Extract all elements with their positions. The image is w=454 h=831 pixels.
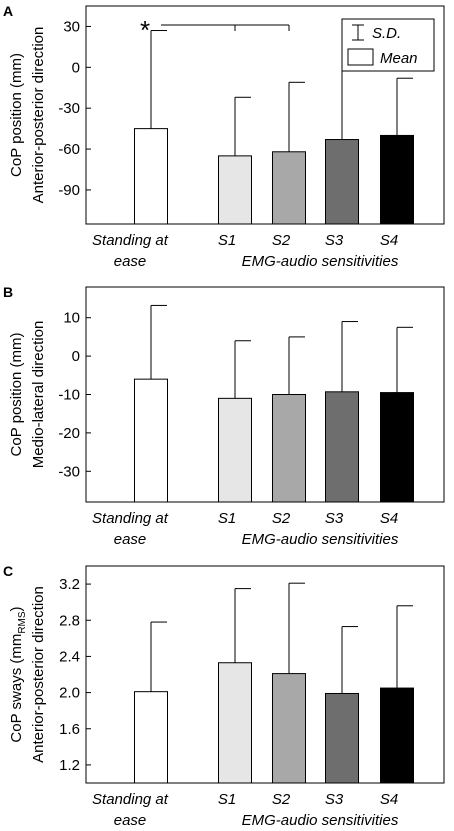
x-tick-label: S2 bbox=[272, 791, 291, 808]
y-tick-label: -30 bbox=[58, 100, 80, 117]
y-tick-label: 3.2 bbox=[59, 576, 80, 593]
y-tick-label: 10 bbox=[63, 310, 80, 327]
x-tick-label: ease bbox=[114, 531, 147, 548]
y-axis-label-secondary: Anterior-posterior direction bbox=[30, 586, 47, 763]
x-tick-label: S1 bbox=[218, 510, 236, 527]
bar-standing-at-ease bbox=[134, 691, 168, 784]
axes-frame bbox=[85, 5, 445, 225]
y-axis-label-subscript: RMS bbox=[17, 611, 28, 634]
legend-mean-label: Mean bbox=[380, 50, 418, 67]
bar-s3 bbox=[325, 692, 359, 784]
x-tick-label: S3 bbox=[325, 232, 344, 249]
bar-s1 bbox=[218, 155, 252, 225]
bar-s4 bbox=[380, 687, 414, 784]
y-tick-label: 0 bbox=[72, 348, 80, 365]
y-axis-label-secondary: Medio-lateral direction bbox=[30, 321, 47, 469]
x-group-label: EMG-audio sensitivities bbox=[242, 812, 399, 829]
y-tick-label: 0 bbox=[72, 59, 80, 76]
bar-s3 bbox=[325, 391, 359, 503]
bar-standing-at-ease bbox=[134, 378, 168, 503]
panel-letter: A bbox=[3, 3, 13, 19]
x-group-label: EMG-audio sensitivities bbox=[242, 531, 399, 548]
x-tick-label: ease bbox=[114, 812, 147, 829]
chart-panel-b: B 10 0 -10 -20 -30 CoP position (mm) Medio-late… bbox=[3, 284, 445, 548]
x-tick-label: Standing at bbox=[92, 510, 169, 527]
y-tick-label: 2.4 bbox=[59, 648, 80, 665]
axes-frame bbox=[85, 565, 445, 784]
bar-s4 bbox=[380, 392, 414, 503]
y-tick-label: -20 bbox=[58, 425, 80, 442]
bar-s1 bbox=[218, 662, 252, 784]
x-tick-label: ease bbox=[114, 253, 147, 270]
y-axis-label-text: CoP position (mm) bbox=[8, 53, 25, 177]
legend: S.D. Mean bbox=[341, 18, 435, 72]
x-tick-label: Standing at bbox=[92, 232, 169, 249]
panel-letter: B bbox=[3, 284, 13, 300]
x-tick-label: S3 bbox=[325, 791, 344, 808]
x-tick-label: S4 bbox=[380, 791, 398, 808]
bar-s2 bbox=[272, 673, 306, 784]
y-axis-label-text: CoP sways (mm bbox=[8, 634, 25, 743]
x-tick-label: S1 bbox=[218, 232, 236, 249]
bar-s1 bbox=[218, 397, 252, 503]
y-axis-label: CoP position (mm) bbox=[8, 53, 25, 177]
x-group-label: EMG-audio sensitivities bbox=[242, 253, 399, 270]
y-tick-label: -30 bbox=[58, 463, 80, 480]
y-tick-label: 2.0 bbox=[59, 685, 80, 702]
bar-s2 bbox=[272, 394, 306, 503]
chart-panel-a: A 30 0 -30 -60 -90 CoP position (mm) Anterior-p… bbox=[3, 3, 445, 270]
x-tick-label: S3 bbox=[325, 510, 344, 527]
panel-letter: C bbox=[3, 563, 13, 579]
y-tick-label: -60 bbox=[58, 141, 80, 158]
y-axis-label: CoP position (mm) bbox=[8, 333, 25, 457]
y-tick-label: 1.2 bbox=[59, 757, 80, 774]
bar-s4 bbox=[380, 134, 414, 225]
legend-mean-swatch bbox=[347, 48, 374, 66]
bar-standing-at-ease bbox=[134, 128, 168, 225]
bar-s2 bbox=[272, 151, 306, 225]
y-tick-label: 2.8 bbox=[59, 612, 80, 629]
legend-sd-label: S.D. bbox=[372, 25, 401, 42]
y-axis-label-end: ) bbox=[8, 606, 25, 611]
y-tick-label: -90 bbox=[58, 182, 80, 199]
y-axis-label: CoP sways (mmRMS) bbox=[8, 606, 28, 742]
y-tick-label: 1.6 bbox=[59, 721, 80, 738]
y-tick-label: 30 bbox=[63, 18, 80, 35]
y-tick-label: -10 bbox=[58, 387, 80, 404]
x-tick-label: Standing at bbox=[92, 791, 169, 808]
x-tick-label: S4 bbox=[380, 232, 398, 249]
x-tick-label: S2 bbox=[272, 232, 291, 249]
x-tick-label: S2 bbox=[272, 510, 291, 527]
y-axis-label-secondary: Anterior-posterior direction bbox=[30, 27, 47, 204]
significance-marker: * bbox=[140, 15, 150, 45]
y-axis-label-text: CoP position (mm) bbox=[8, 333, 25, 457]
bar-s3 bbox=[325, 139, 359, 225]
x-tick-label: S1 bbox=[218, 791, 236, 808]
x-tick-label: S4 bbox=[380, 510, 398, 527]
